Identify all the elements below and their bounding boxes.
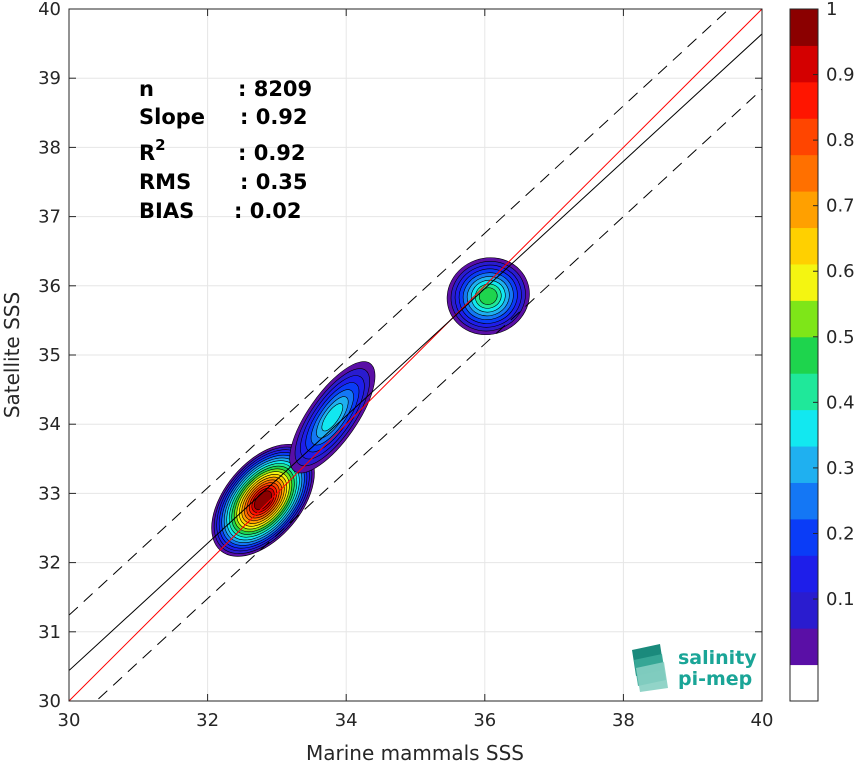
y-tick-label: 35 xyxy=(38,345,61,366)
colorbar-segment xyxy=(790,336,818,374)
density-blob-middle xyxy=(289,361,376,474)
density-contours xyxy=(211,257,530,557)
stat-value: : 0.92 xyxy=(240,105,308,129)
colorbar-tick-label: 0.1 xyxy=(826,589,855,610)
x-tick-label: 40 xyxy=(751,710,774,731)
colorbar-segment xyxy=(790,45,818,83)
y-axis-ticks: 30 31 32 33 34 35 36 37 38 39 40 xyxy=(38,0,762,712)
regression-lines xyxy=(69,9,762,701)
y-tick-label: 37 xyxy=(38,207,61,228)
stat-superscript: 2 xyxy=(155,136,165,154)
line-identity xyxy=(69,9,762,701)
y-tick-label: 34 xyxy=(38,414,61,435)
salinity-pimep-logo: salinity pi-mep xyxy=(632,644,757,692)
y-axis-label: Satellite SSS xyxy=(0,292,24,418)
colorbar-segment xyxy=(790,628,818,666)
contour-level xyxy=(321,403,344,432)
stat-value: : 0.35 xyxy=(240,170,308,194)
stat-value: : 8209 xyxy=(238,77,312,101)
stat-label: RMS xyxy=(139,170,191,194)
line-fit_upper xyxy=(69,9,730,616)
colorbar-segment xyxy=(790,664,818,702)
x-tick-label: 36 xyxy=(473,710,496,731)
logo-line1: salinity xyxy=(678,647,757,669)
colorbar-segment xyxy=(790,373,818,411)
x-tick-label: 34 xyxy=(335,710,358,731)
y-tick-label: 31 xyxy=(38,622,61,643)
colorbar-segment xyxy=(790,446,818,483)
stat-label: BIAS xyxy=(139,199,194,223)
stat-label: Slope xyxy=(139,105,205,129)
colorbar-segment xyxy=(790,555,818,593)
statistics-box: n : 8209 Slope : 0.92 R2 : 0.92 RMS : 0.35 BIAS:… xyxy=(139,77,312,223)
x-tick-label: 32 xyxy=(196,710,219,731)
stat-label: n xyxy=(139,77,154,101)
line-fit xyxy=(69,33,762,671)
colorbar-segment xyxy=(790,9,818,46)
y-tick-label: 40 xyxy=(38,0,61,20)
colorbar-segment xyxy=(790,591,818,629)
colorbar-tick-label: 0.2 xyxy=(826,523,855,544)
colorbar-segment xyxy=(790,482,818,520)
y-tick-label: 32 xyxy=(38,553,61,574)
y-tick-label: 38 xyxy=(38,137,61,158)
colorbar-frame xyxy=(789,8,819,702)
x-axis-ticks: 30 32 34 36 38 40 xyxy=(58,9,774,731)
logo-icon xyxy=(632,644,668,692)
colorbar-tick-label: 0.6 xyxy=(826,261,855,282)
x-tick-label: 38 xyxy=(612,710,635,731)
grid xyxy=(68,8,763,702)
y-tick-label: 36 xyxy=(38,276,61,297)
density-blob-lower xyxy=(211,443,315,557)
stat-label: R2 xyxy=(139,136,166,165)
x-tick-label: 30 xyxy=(58,710,81,731)
colorbar-tick-label: 0.8 xyxy=(826,130,855,151)
logo-line2: pi-mep xyxy=(678,668,752,690)
stat-value: : 0.92 xyxy=(238,141,306,165)
y-tick-label: 33 xyxy=(38,483,61,504)
x-axis-label: Marine mammals SSS xyxy=(306,741,524,764)
colorbar-tick-label: 0.9 xyxy=(826,65,855,86)
colorbar-segment xyxy=(790,118,818,156)
colorbar-segment xyxy=(790,81,818,119)
colorbar-tick-label: 0.3 xyxy=(826,458,855,479)
colorbar-segment xyxy=(790,191,818,229)
colorbar-segment xyxy=(790,227,818,265)
colorbar-segment xyxy=(790,409,818,447)
density-blob-upper xyxy=(446,257,530,336)
colorbar-segment xyxy=(790,518,818,556)
stat-value: : 0.02 xyxy=(234,199,302,223)
y-tick-label: 30 xyxy=(38,691,61,712)
colorbar-tick-label: 0.4 xyxy=(826,392,855,413)
colorbar: 0.1 0.2 0.3 0.4 0.5 0.6 0.7 0.8 0.9 1 xyxy=(789,0,855,702)
colorbar-tick-label: 0.5 xyxy=(826,327,855,348)
y-tick-label: 39 xyxy=(38,68,61,89)
line-fit_lower xyxy=(95,88,762,701)
colorbar-segment xyxy=(790,300,818,338)
colorbar-segment xyxy=(790,154,818,192)
colorbar-tick-label: 0.7 xyxy=(826,196,855,217)
colorbar-segment xyxy=(790,263,818,301)
colorbar-tick-label: 1 xyxy=(826,0,837,20)
